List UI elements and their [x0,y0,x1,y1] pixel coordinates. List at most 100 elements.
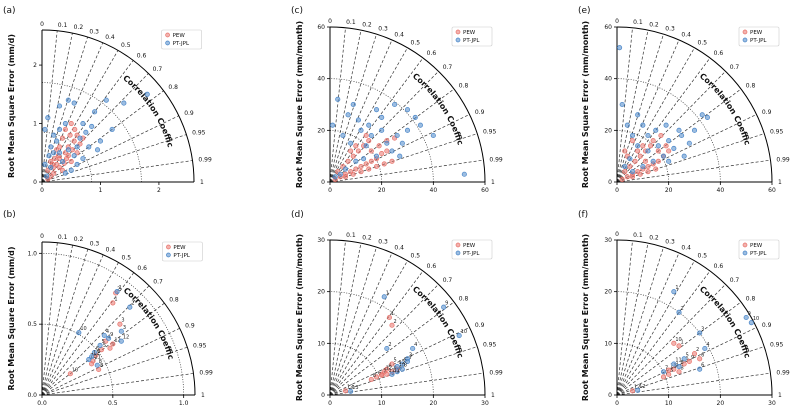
ptjpl-point [676,309,682,315]
correlation-tick-label: 0.6 [714,50,724,57]
x-tick-label: 1 [99,187,103,194]
pew-point [363,161,369,167]
ptjpl-point [76,330,82,336]
ptjpl-point [635,143,641,149]
x-tick-label: 0 [40,187,44,194]
correlation-tick-label: 0.6 [714,263,724,270]
ptjpl-point [65,97,71,103]
pew-point-label: 5 [670,368,673,374]
correlation-axis-title: Correlation Coefficient [0,0,465,359]
correlation-tick-label: 1 [201,392,205,399]
ptjpl-point-label: 5 [102,339,105,345]
ptjpl-point [645,132,651,139]
ptjpl-point [118,328,124,334]
correlation-line [329,327,470,396]
correlation-tick-label: 0.4 [394,31,404,38]
correlation-line [41,327,180,396]
pew-point [368,148,374,154]
taylor-panel: (e) 0 0.1 0.2 0.3 0.4 0.5 0.6 0.7 0.8 0.9 0.95 0.99 1… [0,0,790,194]
ptjpl-point-label: 2 [681,306,684,312]
legend-box [451,239,493,260]
legend-ptjpl-label: PT-JPL [750,38,767,44]
pew-point-label: 11 [388,368,394,374]
y-tick-label: 20 [317,289,325,296]
ptjpl-point [645,148,651,154]
ptjpl-point [353,158,359,164]
pew-point [389,158,395,164]
rmse-arc [41,82,142,183]
outer-arc [616,239,773,396]
pew-point [348,148,354,154]
correlation-line [329,284,439,396]
ptjpl-point [394,364,400,370]
pew-point-label: 4 [388,363,391,369]
y-tick-label: 0 [321,392,325,399]
pew-point-label: 5 [394,358,397,364]
rmse-arc [329,291,434,396]
correlation-tick-label: 0.2 [649,234,659,241]
correlation-line [616,30,649,183]
correlation-tick-label: 0.4 [394,244,404,251]
x-tick-label: 0.5 [108,400,118,407]
correlation-tick-label: 0.7 [443,277,453,284]
ptjpl-point-label: 11 [93,350,99,356]
ptjpl-point [106,335,112,341]
pew-point [45,167,51,173]
pew-point [660,374,667,380]
pew-point [110,300,116,306]
correlation-tick-label: 0 [328,231,332,238]
ptjpl-point [671,361,677,367]
y-tick-label: 0.5 [27,321,37,328]
correlation-tick-label: 0.7 [730,64,740,71]
ptjpl-point [679,132,685,139]
ptjpl-point [363,143,369,149]
x-tick-label: 0.0 [37,400,47,407]
ptjpl-point-label: 8 [681,360,684,366]
correlation-line [41,42,104,183]
ptjpl-point-label: 1 [675,285,678,291]
pew-point [77,141,83,147]
panel-label: (e) [578,6,591,16]
ptjpl-point [663,122,669,128]
legend-box [161,29,202,50]
ptjpl-point [94,362,100,368]
pew-point [671,366,677,372]
ptjpl-point [666,158,672,164]
correlation-line [616,34,664,183]
correlation-line [616,57,711,183]
pew-point-label: 12 [114,338,120,344]
ptjpl-point [399,366,405,372]
correlation-axis-title-path: Correlation Coefficient [0,0,465,359]
legend-ptjpl-marker [742,37,748,43]
ptjpl-point [622,163,628,170]
legend-ptjpl-label: PT-JPL [463,251,480,257]
y-tick-label: 10 [604,340,612,347]
ptjpl-point-label: 4 [414,342,417,348]
ptjpl-point [71,153,77,159]
ptjpl-point [699,112,705,118]
correlation-line [616,284,726,396]
pew-point-label: 6 [701,352,704,358]
ptjpl-point [59,158,66,165]
correlation-line [616,252,680,396]
correlation-line [616,247,664,396]
ptjpl-point [97,342,103,348]
correlation-tick-label: 0.3 [378,238,388,245]
correlation-line [329,88,455,183]
ptjpl-point [640,163,646,170]
ptjpl-point-label: 4 [706,342,709,348]
legend-ptjpl-marker [166,252,171,258]
pew-point [366,138,372,144]
ptjpl-point-label: 2 [388,342,391,348]
ptjpl-point [103,97,109,103]
ptjpl-point-label: 3 [123,325,126,331]
x-tick-label: 10 [665,400,673,407]
ptjpl-point-label: 10 [80,326,86,332]
pew-point [622,169,628,175]
pew-point [389,361,395,367]
y-tick-label: 20 [317,127,325,134]
legend-pew-label: PEW [750,30,763,36]
correlation-tick-label: 0.9 [475,322,485,329]
pew-point-label: 11 [670,364,676,370]
x-tick-label: 0 [328,187,332,194]
